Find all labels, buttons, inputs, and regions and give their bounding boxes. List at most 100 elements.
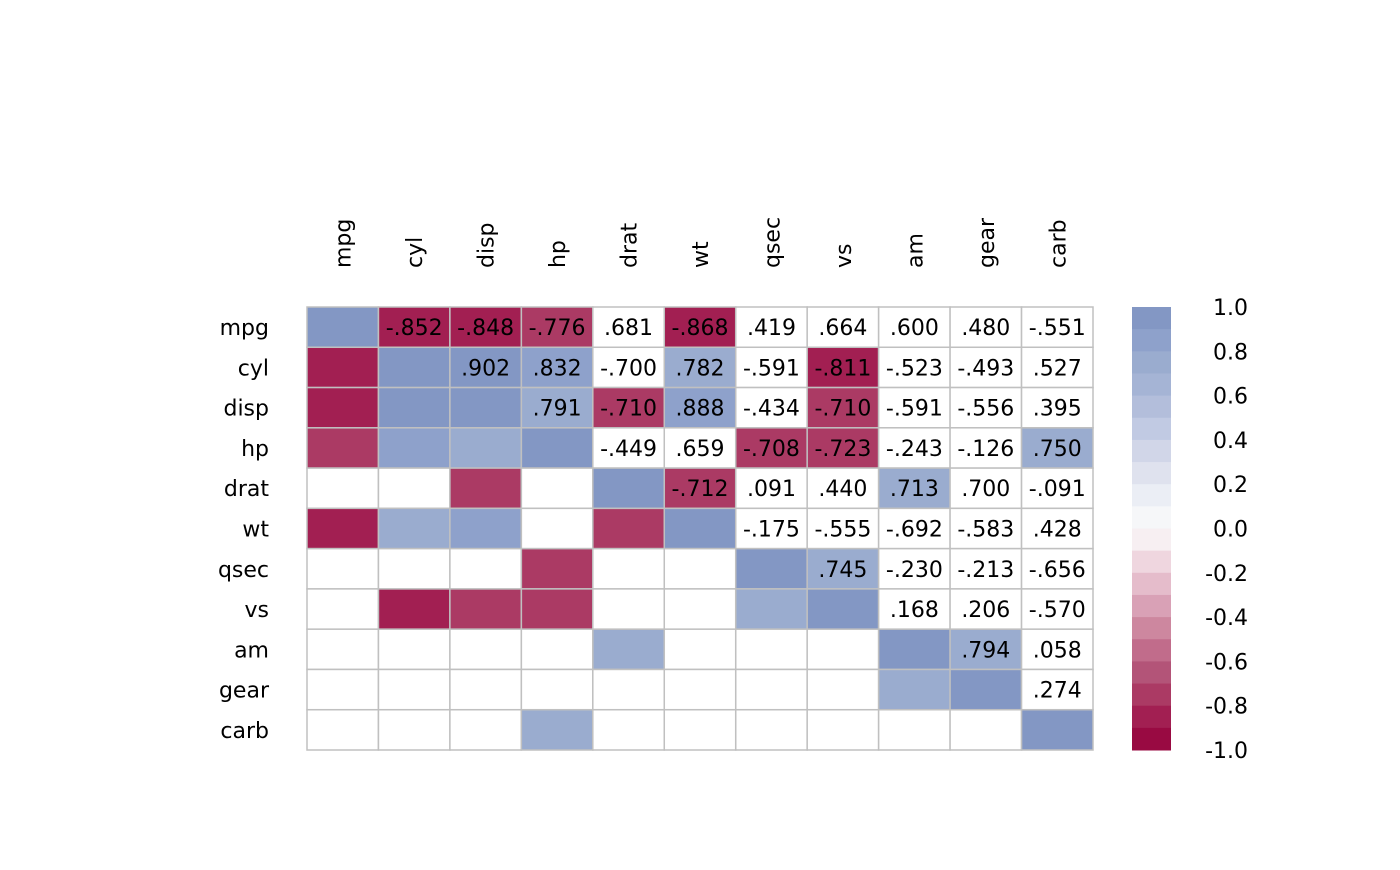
heatmap-cell-qsec-drat [592,547,666,590]
heatmap-cell-am-drat [592,628,666,671]
heatmap-cell-drat-cyl [377,467,451,510]
heatmap-cell-cyl-wt [663,346,737,389]
cell-value-label: -.700 [600,356,657,381]
heatmap-cell-qsec-hp [520,547,594,590]
heatmap-cell-disp-qsec [734,386,808,429]
colorbar-bin [1132,639,1171,662]
cell-value-label: -.710 [600,397,657,422]
colorbar-tick-label: -0.8 [1205,695,1248,720]
heatmap-cell-drat-qsec [734,467,808,510]
cell-value-label: .274 [1033,679,1082,704]
column-label-gear: gear [975,217,1000,268]
heatmap-cell-vs-wt [663,588,737,630]
cell-value-label: -.591 [886,397,943,422]
heatmap-cell-wt-hp [520,507,594,550]
cell-value-label: -.091 [1029,477,1086,502]
row-label-wt: wt [242,518,269,543]
heatmap-cell-hp-hp [520,427,594,469]
colorbar-bin [1132,417,1171,441]
heatmap-cell-gear-hp [520,668,594,711]
cell-value-label: -.708 [743,437,800,462]
heatmap-cell-drat-vs [806,467,880,510]
heatmap-cell-carb-am [877,708,951,751]
column-label-disp: disp [475,222,500,268]
heatmap-cell-carb-cyl [377,708,451,751]
heatmap-cell-gear-am [877,668,951,711]
heatmap-cell-hp-disp [449,427,523,469]
heatmap-cell-vs-am [877,588,951,630]
cell-value-label: -.692 [886,518,943,543]
cell-value-label: .750 [1033,437,1082,462]
heatmap-cell-vs-vs [806,588,880,630]
cell-value-label: -.776 [529,316,586,341]
heatmap-cell-drat-disp [449,467,523,510]
cell-value-label: .713 [890,477,939,502]
cell-value-label: .480 [961,316,1010,341]
heatmap-cell-am-disp [449,628,523,671]
cell-value-label: -.583 [957,518,1014,543]
colorbar-tick-label: -0.6 [1205,650,1248,675]
heatmap-cell-carb-gear [949,708,1023,751]
colorbar-tick-label: 0.8 [1213,340,1248,365]
heatmap-cell-qsec-carb [1020,547,1094,590]
heatmap-cell-qsec-qsec [734,547,808,590]
colorbar-bin [1132,572,1171,596]
heatmap-cell-am-mpg [306,628,380,671]
heatmap-cell-am-vs [806,628,880,671]
colorbar-bin [1132,439,1171,463]
cell-value-label: -.551 [1029,316,1086,341]
heatmap-cell-am-qsec [734,628,808,671]
heatmap-cell-vs-gear [949,588,1023,630]
cell-value-label: -.811 [814,356,871,381]
heatmap-cell-disp-hp [520,386,594,429]
heatmap-cell-mpg-cyl [377,306,451,349]
row-label-am: am [234,638,269,663]
row-label-cyl: cyl [238,356,269,381]
cell-value-label: -.434 [743,397,800,422]
column-labels: mpg cyl disp hp drat wt qsec vs am gear carb [332,217,1072,268]
heatmap-cell-vs-drat [592,588,666,630]
cell-value-label: -.243 [886,437,943,462]
heatmap-cell-hp-vs [806,427,880,469]
colorbar-bin [1132,550,1171,574]
cell-value-label: -.175 [743,518,800,543]
cell-value-label: -.848 [457,316,514,341]
cell-value-label: .091 [747,477,796,502]
colorbar-bin [1132,351,1171,374]
colorbar-bin [1132,329,1171,352]
colorbar-bin [1132,307,1171,330]
cell-value-label: .659 [676,437,725,462]
cell-value-label: .395 [1033,397,1082,422]
heatmap-cell-gear-wt [663,668,737,711]
cell-value-label: .832 [533,356,582,381]
heatmap-cell-mpg-am [877,306,951,349]
column-label-drat: drat [618,223,643,268]
cell-value-label: .428 [1033,518,1082,543]
column-label-carb: carb [1046,219,1071,268]
cell-value-label: .440 [818,477,867,502]
heatmap-cell-cyl-cyl [377,346,451,389]
colorbar-tick-label: 0.0 [1213,518,1248,543]
heatmap-cell-gear-drat [592,668,666,711]
heatmap-cell-gear-gear [949,668,1023,711]
heatmap-cell-cyl-mpg [306,346,380,389]
cell-value-label: -.523 [886,356,943,381]
colorbar: 1.0 0.8 0.6 0.4 0.2 0.0 -0.2 -0.4 -0.6 -0.8 -1.0 [1132,296,1248,764]
column-label-cyl: cyl [403,237,428,268]
heatmap-cells: -.852 -.848 -.776 .681 -.868 .419 .664 .600 .480… [306,306,1094,751]
cell-value-label: -.556 [957,397,1014,422]
cell-value-label: .791 [533,397,582,422]
cell-value-label: .527 [1033,356,1082,381]
heatmap-cell-wt-wt [663,507,737,550]
cell-value-label: -.852 [386,316,443,341]
heatmap-cell-am-wt [663,628,737,671]
heatmap-cell-qsec-gear [949,547,1023,590]
heatmap-cell-vs-qsec [734,588,808,630]
colorbar-tick-label: 0.4 [1213,429,1248,454]
cell-value-label: .600 [890,316,939,341]
heatmap-cell-mpg-qsec [734,306,808,349]
heatmap-cell-gear-vs [806,668,880,711]
row-label-hp: hp [241,437,269,462]
column-label-qsec: qsec [760,217,785,268]
colorbar-bin [1132,373,1171,397]
